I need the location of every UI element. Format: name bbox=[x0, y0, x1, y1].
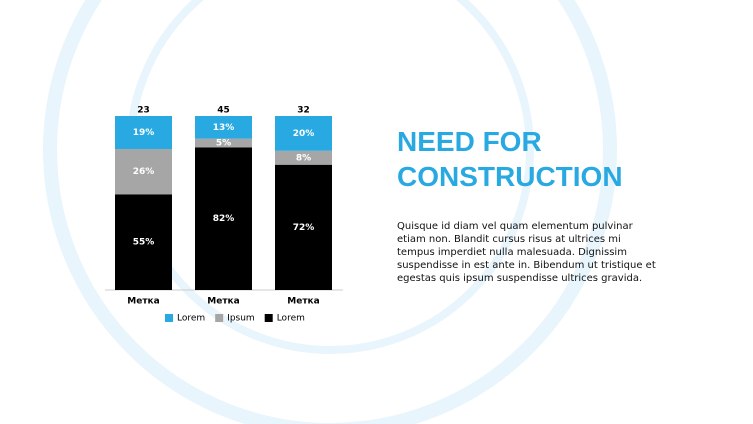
bar-segment bbox=[115, 116, 172, 150]
legend-swatch bbox=[264, 314, 273, 322]
bar-segment bbox=[195, 147, 252, 290]
value-label: 72% bbox=[293, 223, 315, 233]
legend-label: Lorem bbox=[277, 314, 305, 324]
value-label: 55% bbox=[133, 238, 155, 248]
bar-segment bbox=[275, 150, 332, 165]
bar-segment bbox=[275, 164, 332, 290]
value-label: 82% bbox=[213, 214, 235, 224]
legend-label: Lorem bbox=[177, 314, 205, 324]
bar-segment bbox=[275, 116, 332, 151]
legend-label: Ipsum bbox=[227, 314, 255, 324]
value-label: 8% bbox=[296, 153, 311, 163]
x-tick-label: Метка bbox=[207, 297, 239, 307]
total-label: 32 bbox=[297, 106, 310, 116]
value-label: 19% bbox=[133, 128, 155, 138]
legend-swatch bbox=[215, 314, 224, 322]
bar-segment bbox=[195, 138, 252, 148]
slide-title: NEED FOR CONSTRUCTION bbox=[397, 126, 623, 192]
value-label: 20% bbox=[293, 129, 315, 139]
total-label: 45 bbox=[217, 106, 230, 116]
x-tick-label: Метка bbox=[287, 297, 319, 307]
bar-segment bbox=[115, 149, 172, 195]
value-label: 5% bbox=[216, 138, 231, 148]
slide-body: Quisque id diam vel quam elementum pulvi… bbox=[397, 221, 656, 284]
value-label: 13% bbox=[213, 123, 235, 133]
total-label: 23 bbox=[137, 106, 150, 116]
legend-swatch bbox=[165, 314, 173, 322]
bar-segment bbox=[115, 194, 172, 290]
value-label: 26% bbox=[133, 167, 155, 177]
bar-segment bbox=[195, 116, 252, 139]
x-tick-label: Метка bbox=[127, 297, 159, 307]
